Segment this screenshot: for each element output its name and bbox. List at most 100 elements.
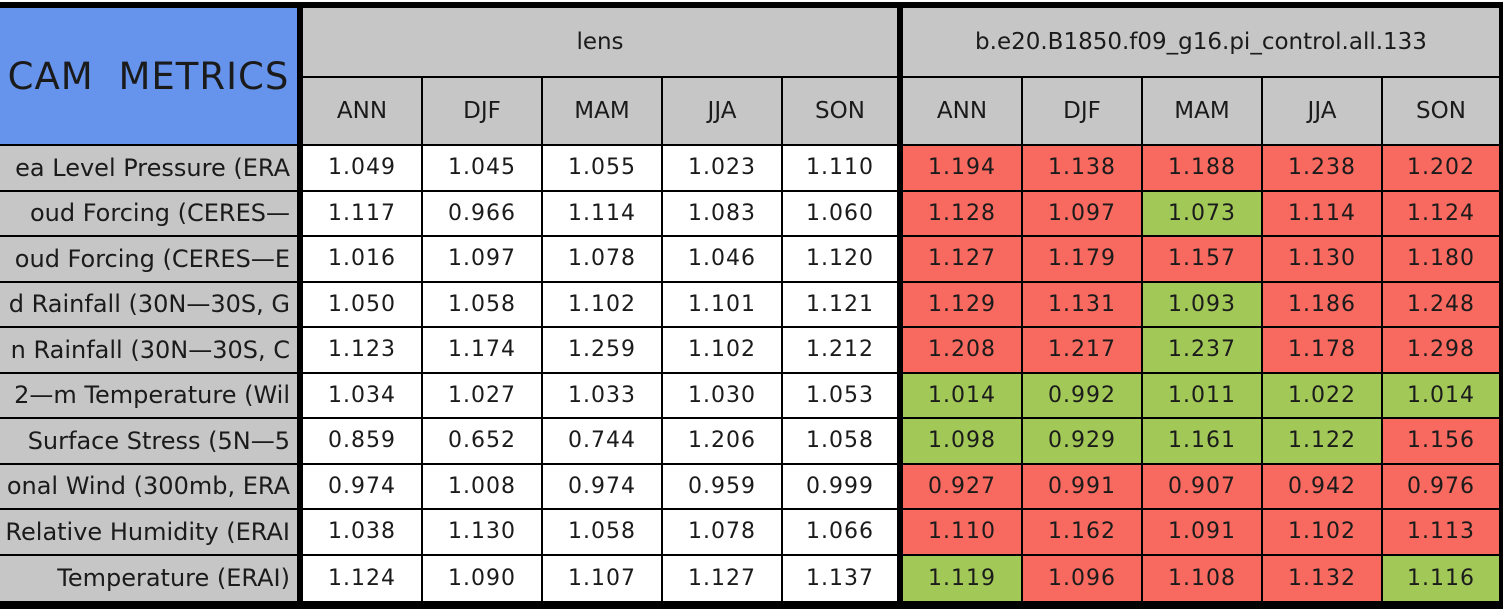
control-value-cell: 1.194	[903, 146, 1023, 192]
lens-value-cell: 1.107	[543, 555, 663, 601]
control-value-cell: 1.113	[1383, 510, 1503, 556]
row-label: onal Wind (300mb, ERA	[0, 464, 303, 510]
column-group-pi-control: b.e20.B1850.f09_g16.pi_control.all.133	[903, 8, 1503, 78]
lens-value-cell: 1.055	[543, 146, 663, 192]
control-value-cell: 1.093	[1143, 282, 1263, 328]
control-value-cell: 1.298	[1383, 328, 1503, 374]
season-header-lens-djf: DJF	[423, 78, 543, 146]
control-value-cell: 0.929	[1023, 419, 1143, 465]
lens-value-cell: 1.008	[423, 464, 543, 510]
lens-value-cell: 1.212	[783, 328, 903, 374]
lens-value-cell: 1.102	[663, 328, 783, 374]
lens-value-cell: 1.090	[423, 555, 543, 601]
control-value-cell: 1.116	[1383, 555, 1503, 601]
lens-value-cell: 0.966	[423, 191, 543, 237]
lens-value-cell: 0.974	[543, 464, 663, 510]
lens-value-cell: 1.206	[663, 419, 783, 465]
control-value-cell: 1.129	[903, 282, 1023, 328]
control-value-cell: 0.907	[1143, 464, 1263, 510]
control-value-cell: 1.014	[903, 373, 1023, 419]
control-value-cell: 1.186	[1263, 282, 1383, 328]
control-value-cell: 1.179	[1023, 237, 1143, 283]
lens-value-cell: 1.050	[303, 282, 423, 328]
control-value-cell: 1.110	[903, 510, 1023, 556]
lens-value-cell: 1.046	[663, 237, 783, 283]
control-value-cell: 1.091	[1143, 510, 1263, 556]
lens-value-cell: 1.114	[543, 191, 663, 237]
control-value-cell: 1.097	[1023, 191, 1143, 237]
control-value-cell: 1.098	[903, 419, 1023, 465]
season-header-lens-mam: MAM	[543, 78, 663, 146]
season-header-control-son: SON	[1383, 78, 1503, 146]
control-value-cell: 1.128	[903, 191, 1023, 237]
lens-value-cell: 1.045	[423, 146, 543, 192]
control-value-cell: 1.073	[1143, 191, 1263, 237]
control-value-cell: 1.114	[1263, 191, 1383, 237]
control-value-cell: 1.180	[1383, 237, 1503, 283]
season-header-lens-son: SON	[783, 78, 903, 146]
lens-value-cell: 1.101	[663, 282, 783, 328]
control-value-cell: 1.138	[1023, 146, 1143, 192]
lens-value-cell: 1.120	[783, 237, 903, 283]
control-value-cell: 1.022	[1263, 373, 1383, 419]
lens-value-cell: 1.121	[783, 282, 903, 328]
season-header-lens-ann: ANN	[303, 78, 423, 146]
control-value-cell: 1.131	[1023, 282, 1143, 328]
lens-value-cell: 0.744	[543, 419, 663, 465]
row-label: 2—m Temperature (Wil	[0, 373, 303, 419]
row-label: ea Level Pressure (ERA	[0, 146, 303, 192]
lens-value-cell: 1.110	[783, 146, 903, 192]
row-label: oud Forcing (CERES—E	[0, 237, 303, 283]
control-value-cell: 1.208	[903, 328, 1023, 374]
control-value-cell: 1.178	[1263, 328, 1383, 374]
lens-value-cell: 0.974	[303, 464, 423, 510]
control-value-cell: 1.014	[1383, 373, 1503, 419]
control-value-cell: 0.991	[1023, 464, 1143, 510]
control-value-cell: 1.162	[1023, 510, 1143, 556]
lens-value-cell: 1.066	[783, 510, 903, 556]
lens-value-cell: 1.102	[543, 282, 663, 328]
season-header-control-ann: ANN	[903, 78, 1023, 146]
control-value-cell: 1.127	[903, 237, 1023, 283]
lens-value-cell: 1.174	[423, 328, 543, 374]
row-label: Surface Stress (5N—5	[0, 419, 303, 465]
lens-value-cell: 0.999	[783, 464, 903, 510]
lens-value-cell: 1.053	[783, 373, 903, 419]
row-label: d Rainfall (30N—30S, G	[0, 282, 303, 328]
control-value-cell: 1.188	[1143, 146, 1263, 192]
season-header-control-jja: JJA	[1263, 78, 1383, 146]
control-value-cell: 1.237	[1143, 328, 1263, 374]
lens-value-cell: 1.058	[543, 510, 663, 556]
control-value-cell: 1.161	[1143, 419, 1263, 465]
table-corner-title: CAM METRICS	[0, 8, 303, 146]
lens-value-cell: 1.078	[663, 510, 783, 556]
row-label: n Rainfall (30N—30S, C	[0, 328, 303, 374]
lens-value-cell: 0.959	[663, 464, 783, 510]
control-value-cell: 1.108	[1143, 555, 1263, 601]
lens-value-cell: 0.859	[303, 419, 423, 465]
column-group-lens: lens	[303, 8, 903, 78]
control-value-cell: 0.927	[903, 464, 1023, 510]
lens-value-cell: 1.259	[543, 328, 663, 374]
control-value-cell: 1.217	[1023, 328, 1143, 374]
control-value-cell: 1.124	[1383, 191, 1503, 237]
lens-value-cell: 1.058	[783, 419, 903, 465]
control-value-cell: 1.102	[1263, 510, 1383, 556]
control-value-cell: 0.992	[1023, 373, 1143, 419]
control-value-cell: 1.096	[1023, 555, 1143, 601]
lens-value-cell: 1.058	[423, 282, 543, 328]
lens-value-cell: 1.097	[423, 237, 543, 283]
lens-value-cell: 1.078	[543, 237, 663, 283]
control-value-cell: 0.942	[1263, 464, 1383, 510]
lens-value-cell: 1.083	[663, 191, 783, 237]
control-value-cell: 1.122	[1263, 419, 1383, 465]
lens-value-cell: 1.049	[303, 146, 423, 192]
season-header-control-djf: DJF	[1023, 78, 1143, 146]
lens-value-cell: 1.060	[783, 191, 903, 237]
lens-value-cell: 1.130	[423, 510, 543, 556]
control-value-cell: 1.130	[1263, 237, 1383, 283]
control-value-cell: 1.202	[1383, 146, 1503, 192]
lens-value-cell: 1.016	[303, 237, 423, 283]
